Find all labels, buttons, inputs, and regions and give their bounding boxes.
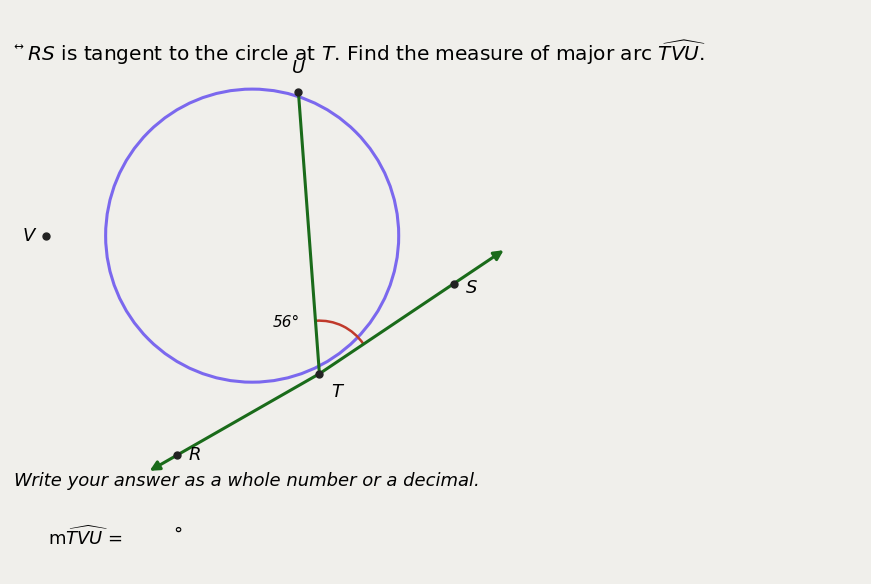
Text: V: V xyxy=(23,227,35,245)
Text: $\overleftrightarrow{RS}$ is tangent to the circle at $T$. Find the measure of m: $\overleftrightarrow{RS}$ is tangent to … xyxy=(15,38,706,67)
Text: Write your answer as a whole number or a decimal.: Write your answer as a whole number or a… xyxy=(15,472,480,491)
Text: S: S xyxy=(465,279,476,297)
Text: T: T xyxy=(331,383,342,401)
Text: U: U xyxy=(292,60,305,78)
Text: °: ° xyxy=(173,526,183,544)
Text: 56°: 56° xyxy=(273,315,300,331)
Text: R: R xyxy=(188,446,200,464)
Text: m$\widehat{TVU}$ =: m$\widehat{TVU}$ = xyxy=(48,526,123,549)
